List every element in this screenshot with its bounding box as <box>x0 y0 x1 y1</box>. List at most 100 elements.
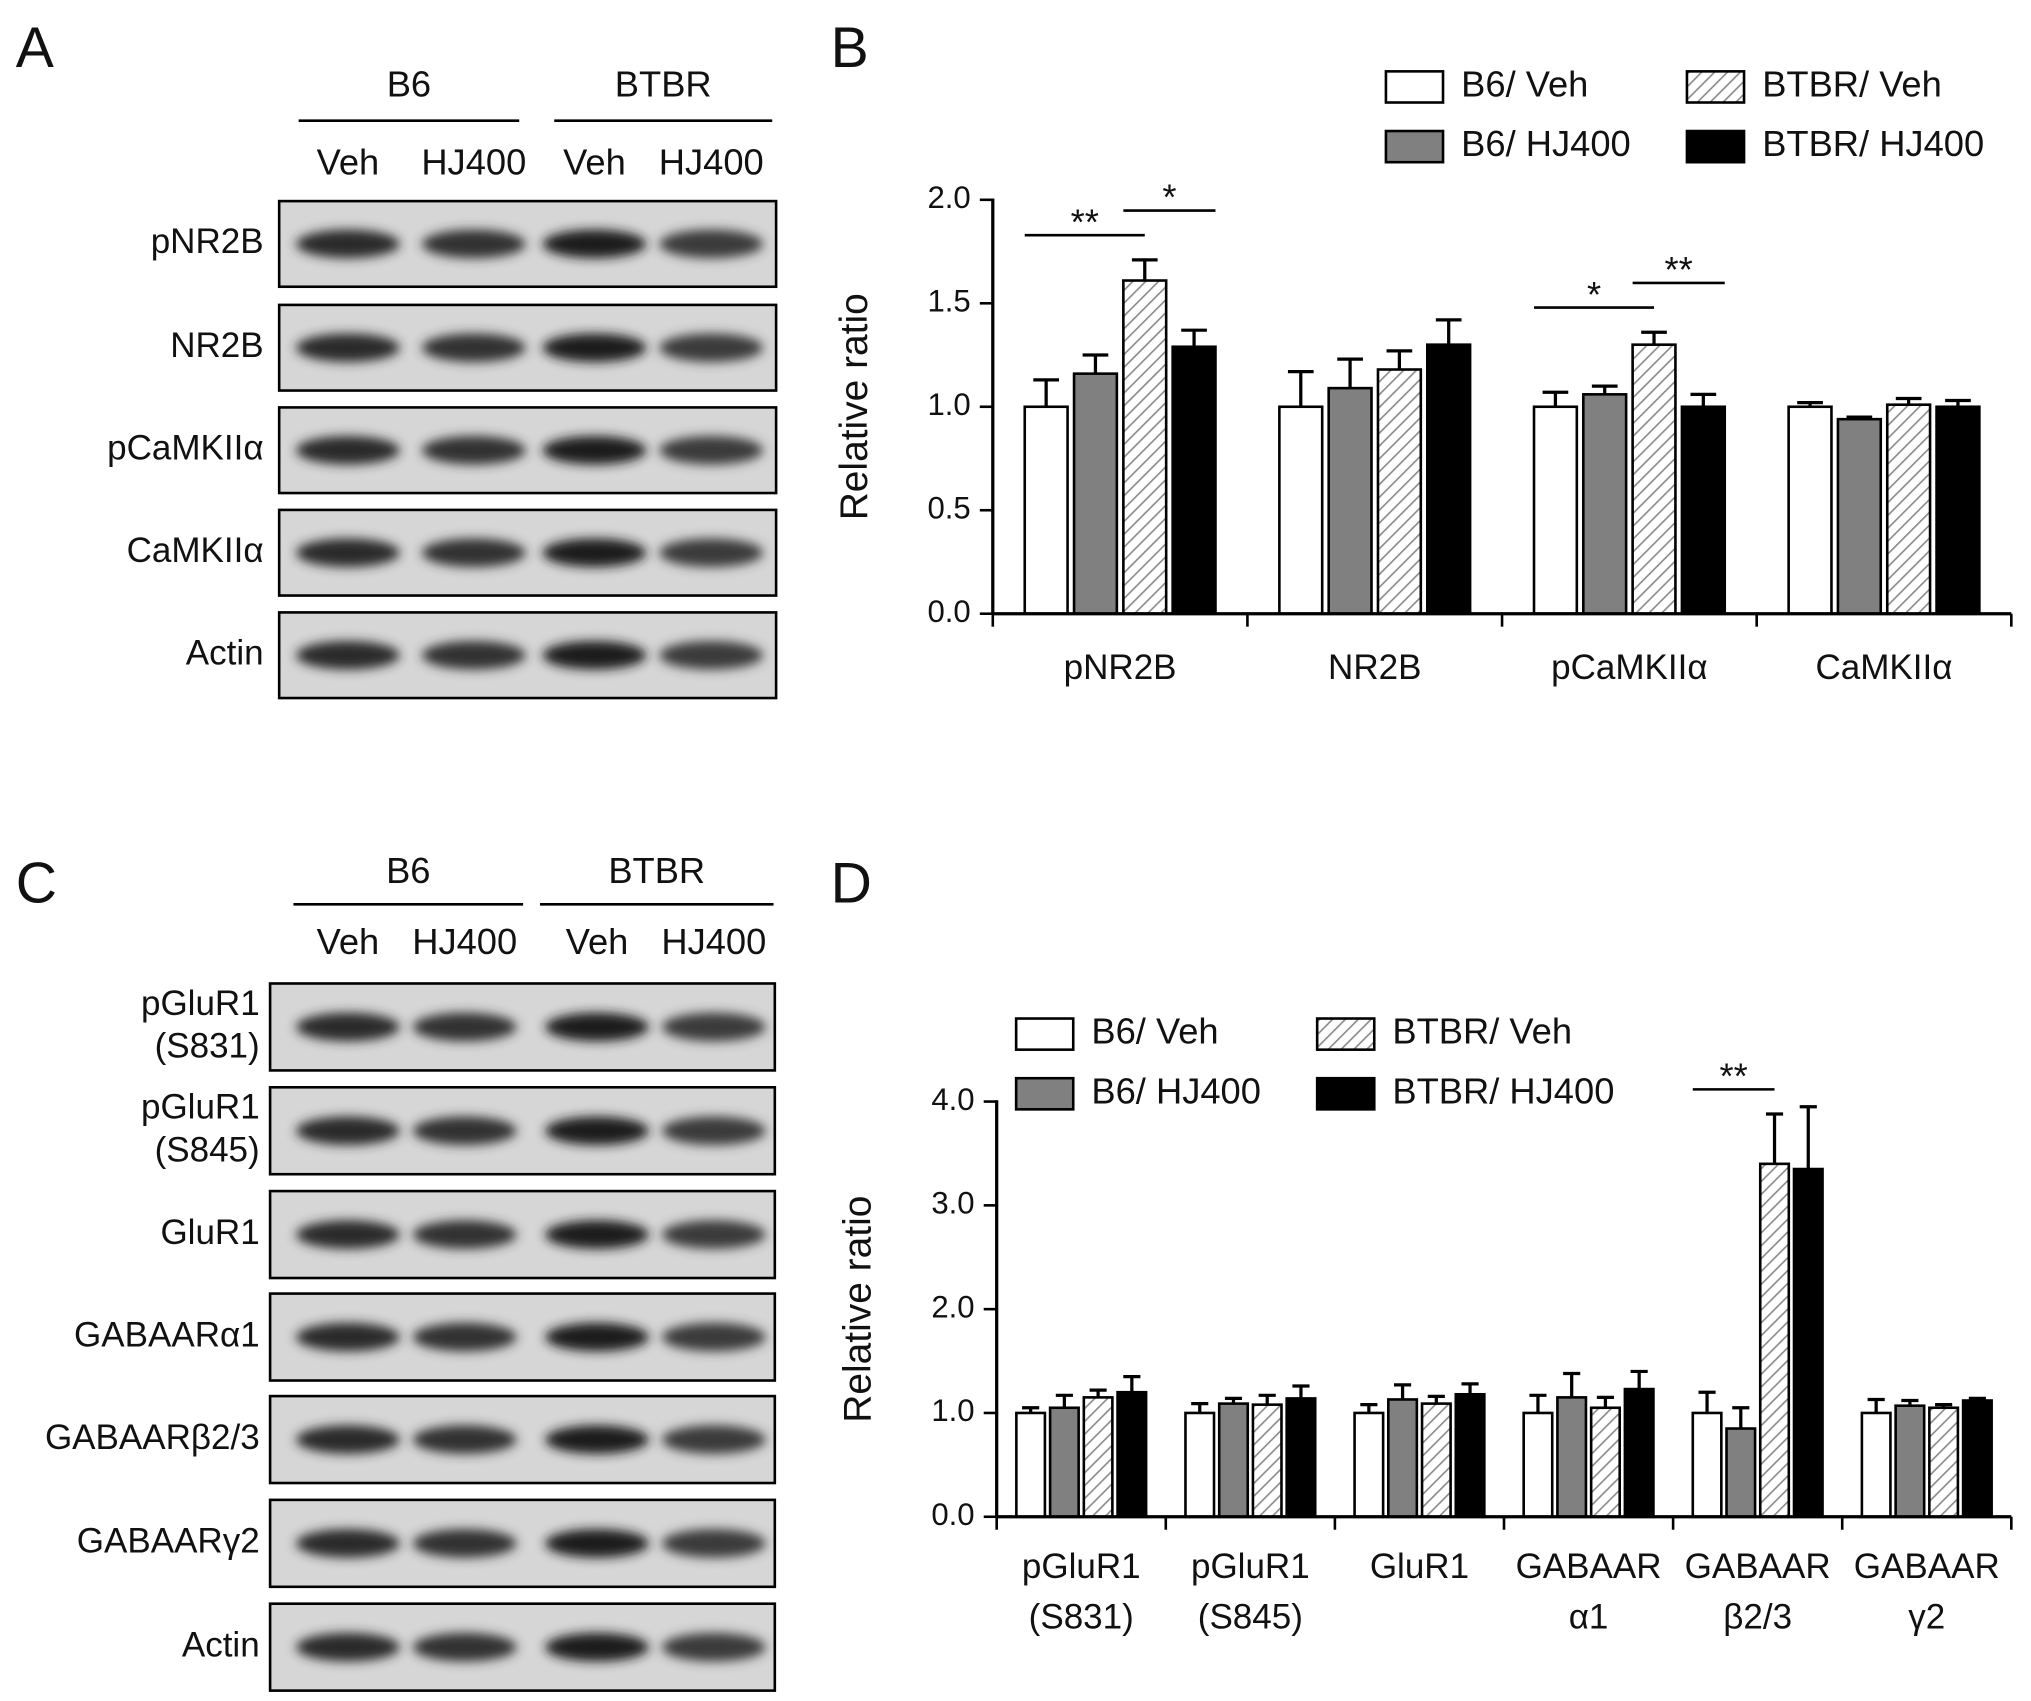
blot-label: NR2B <box>170 326 263 365</box>
bar <box>1522 1411 1554 1519</box>
blot-band <box>296 1632 400 1662</box>
y-tick-label: 0.5 <box>927 490 970 525</box>
legend-text: BTBR/ HJ400 <box>1392 1070 1614 1111</box>
blot-band <box>542 538 647 567</box>
error-bar <box>1181 328 1207 347</box>
error-bar <box>1287 369 1314 407</box>
x-tick-label: GABAAR <box>1516 1547 1662 1586</box>
bar <box>1935 405 1981 616</box>
panel-letter: B <box>831 16 869 80</box>
error-bar <box>1131 258 1158 281</box>
legend-swatch <box>1014 1017 1075 1051</box>
error-bar <box>1292 1384 1310 1399</box>
bar <box>1725 1427 1757 1519</box>
bar <box>1376 368 1423 616</box>
blot-band <box>296 640 400 670</box>
error-bar <box>1542 390 1569 407</box>
lane-label: Veh <box>563 141 626 182</box>
bar <box>1353 1411 1385 1519</box>
error-bar <box>1461 1382 1479 1395</box>
legend-text: BTBR/ Veh <box>1762 64 1942 105</box>
bar <box>1885 403 1932 616</box>
legend-text: BTBR/ Veh <box>1392 1011 1572 1052</box>
blot-band <box>659 229 764 259</box>
blot-band <box>421 538 526 567</box>
bar <box>1122 279 1168 616</box>
legend-text: B6/ Veh <box>1091 1011 1218 1052</box>
blot-label: GABAARγ2 <box>77 1522 260 1561</box>
x-tick-label: α1 <box>1569 1598 1609 1637</box>
legend-swatch <box>1685 129 1746 164</box>
blot-band <box>296 229 400 259</box>
lane-label: Veh <box>317 141 380 182</box>
blot-band <box>412 1632 517 1662</box>
panel-letter: C <box>16 852 57 916</box>
x-tick-label: pGluR1 <box>1191 1547 1310 1586</box>
lane-label: Veh <box>566 921 629 962</box>
blot-band <box>412 1529 517 1558</box>
x-tick-label: β2/3 <box>1723 1598 1792 1637</box>
blot-band <box>296 538 400 567</box>
error-bar <box>1690 392 1717 407</box>
blot-band <box>545 1425 649 1454</box>
group-label: BTBR <box>615 64 712 105</box>
bar <box>1961 1399 1993 1519</box>
y-tick-label: 1.5 <box>927 284 970 319</box>
bar <box>1589 1406 1621 1519</box>
bar <box>1184 1411 1216 1519</box>
group-label: B6 <box>386 850 430 891</box>
error-bar <box>1732 1406 1750 1429</box>
blot-band <box>659 333 764 362</box>
bar <box>1556 1396 1588 1519</box>
error-bar <box>1033 378 1059 407</box>
bar <box>1072 372 1119 616</box>
y-axis-label: Relative ratio <box>837 1196 880 1423</box>
error-bar <box>1591 384 1618 395</box>
significance-label: ** <box>1720 1056 1748 1097</box>
blot-band <box>661 1425 766 1454</box>
bar <box>1278 405 1324 616</box>
x-tick-label: pGluR1 <box>1022 1547 1141 1586</box>
blot-band <box>659 538 764 567</box>
blot-band <box>542 640 647 670</box>
bar <box>1387 1398 1419 1519</box>
bar <box>1023 405 1069 616</box>
y-tick-label: 1.0 <box>927 387 970 422</box>
blot-band <box>661 1529 766 1558</box>
error-bar <box>1394 1383 1412 1400</box>
bar <box>1836 417 1883 616</box>
blot-label: GABAARβ2/3 <box>45 1418 260 1457</box>
error-bar <box>1123 1375 1141 1393</box>
blot-band <box>296 1012 400 1042</box>
blot-label: Actin <box>182 1625 260 1664</box>
x-tick-label: (S845) <box>1198 1598 1303 1637</box>
significance-label: ** <box>1665 249 1693 290</box>
error-bar <box>1082 353 1109 374</box>
blot-band <box>296 1322 400 1352</box>
blot-band <box>545 1116 649 1146</box>
blot-band <box>421 435 526 465</box>
error-bar <box>1596 1395 1614 1408</box>
legend-text: B6/ HJ400 <box>1461 123 1631 164</box>
blot-label: (S845) <box>155 1130 260 1169</box>
blot-band <box>545 1529 649 1558</box>
blot-band <box>421 640 526 670</box>
bar <box>1623 1387 1655 1519</box>
lane-label: HJ400 <box>421 141 526 182</box>
bar <box>1860 1411 1892 1519</box>
significance-label: ** <box>1071 201 1099 242</box>
blot-band <box>545 1632 649 1662</box>
bar <box>1251 1403 1283 1519</box>
bar <box>1928 1406 1960 1519</box>
bar <box>1425 343 1472 616</box>
error-bar <box>1765 1112 1784 1164</box>
bar <box>1082 1396 1114 1519</box>
lane-label: HJ400 <box>659 141 764 182</box>
blot-band <box>296 333 400 362</box>
blot-band <box>296 1425 400 1454</box>
blot-band <box>661 1116 766 1146</box>
x-tick-label: (S831) <box>1029 1598 1134 1637</box>
error-bar <box>1386 349 1413 370</box>
blot-band <box>542 333 647 362</box>
